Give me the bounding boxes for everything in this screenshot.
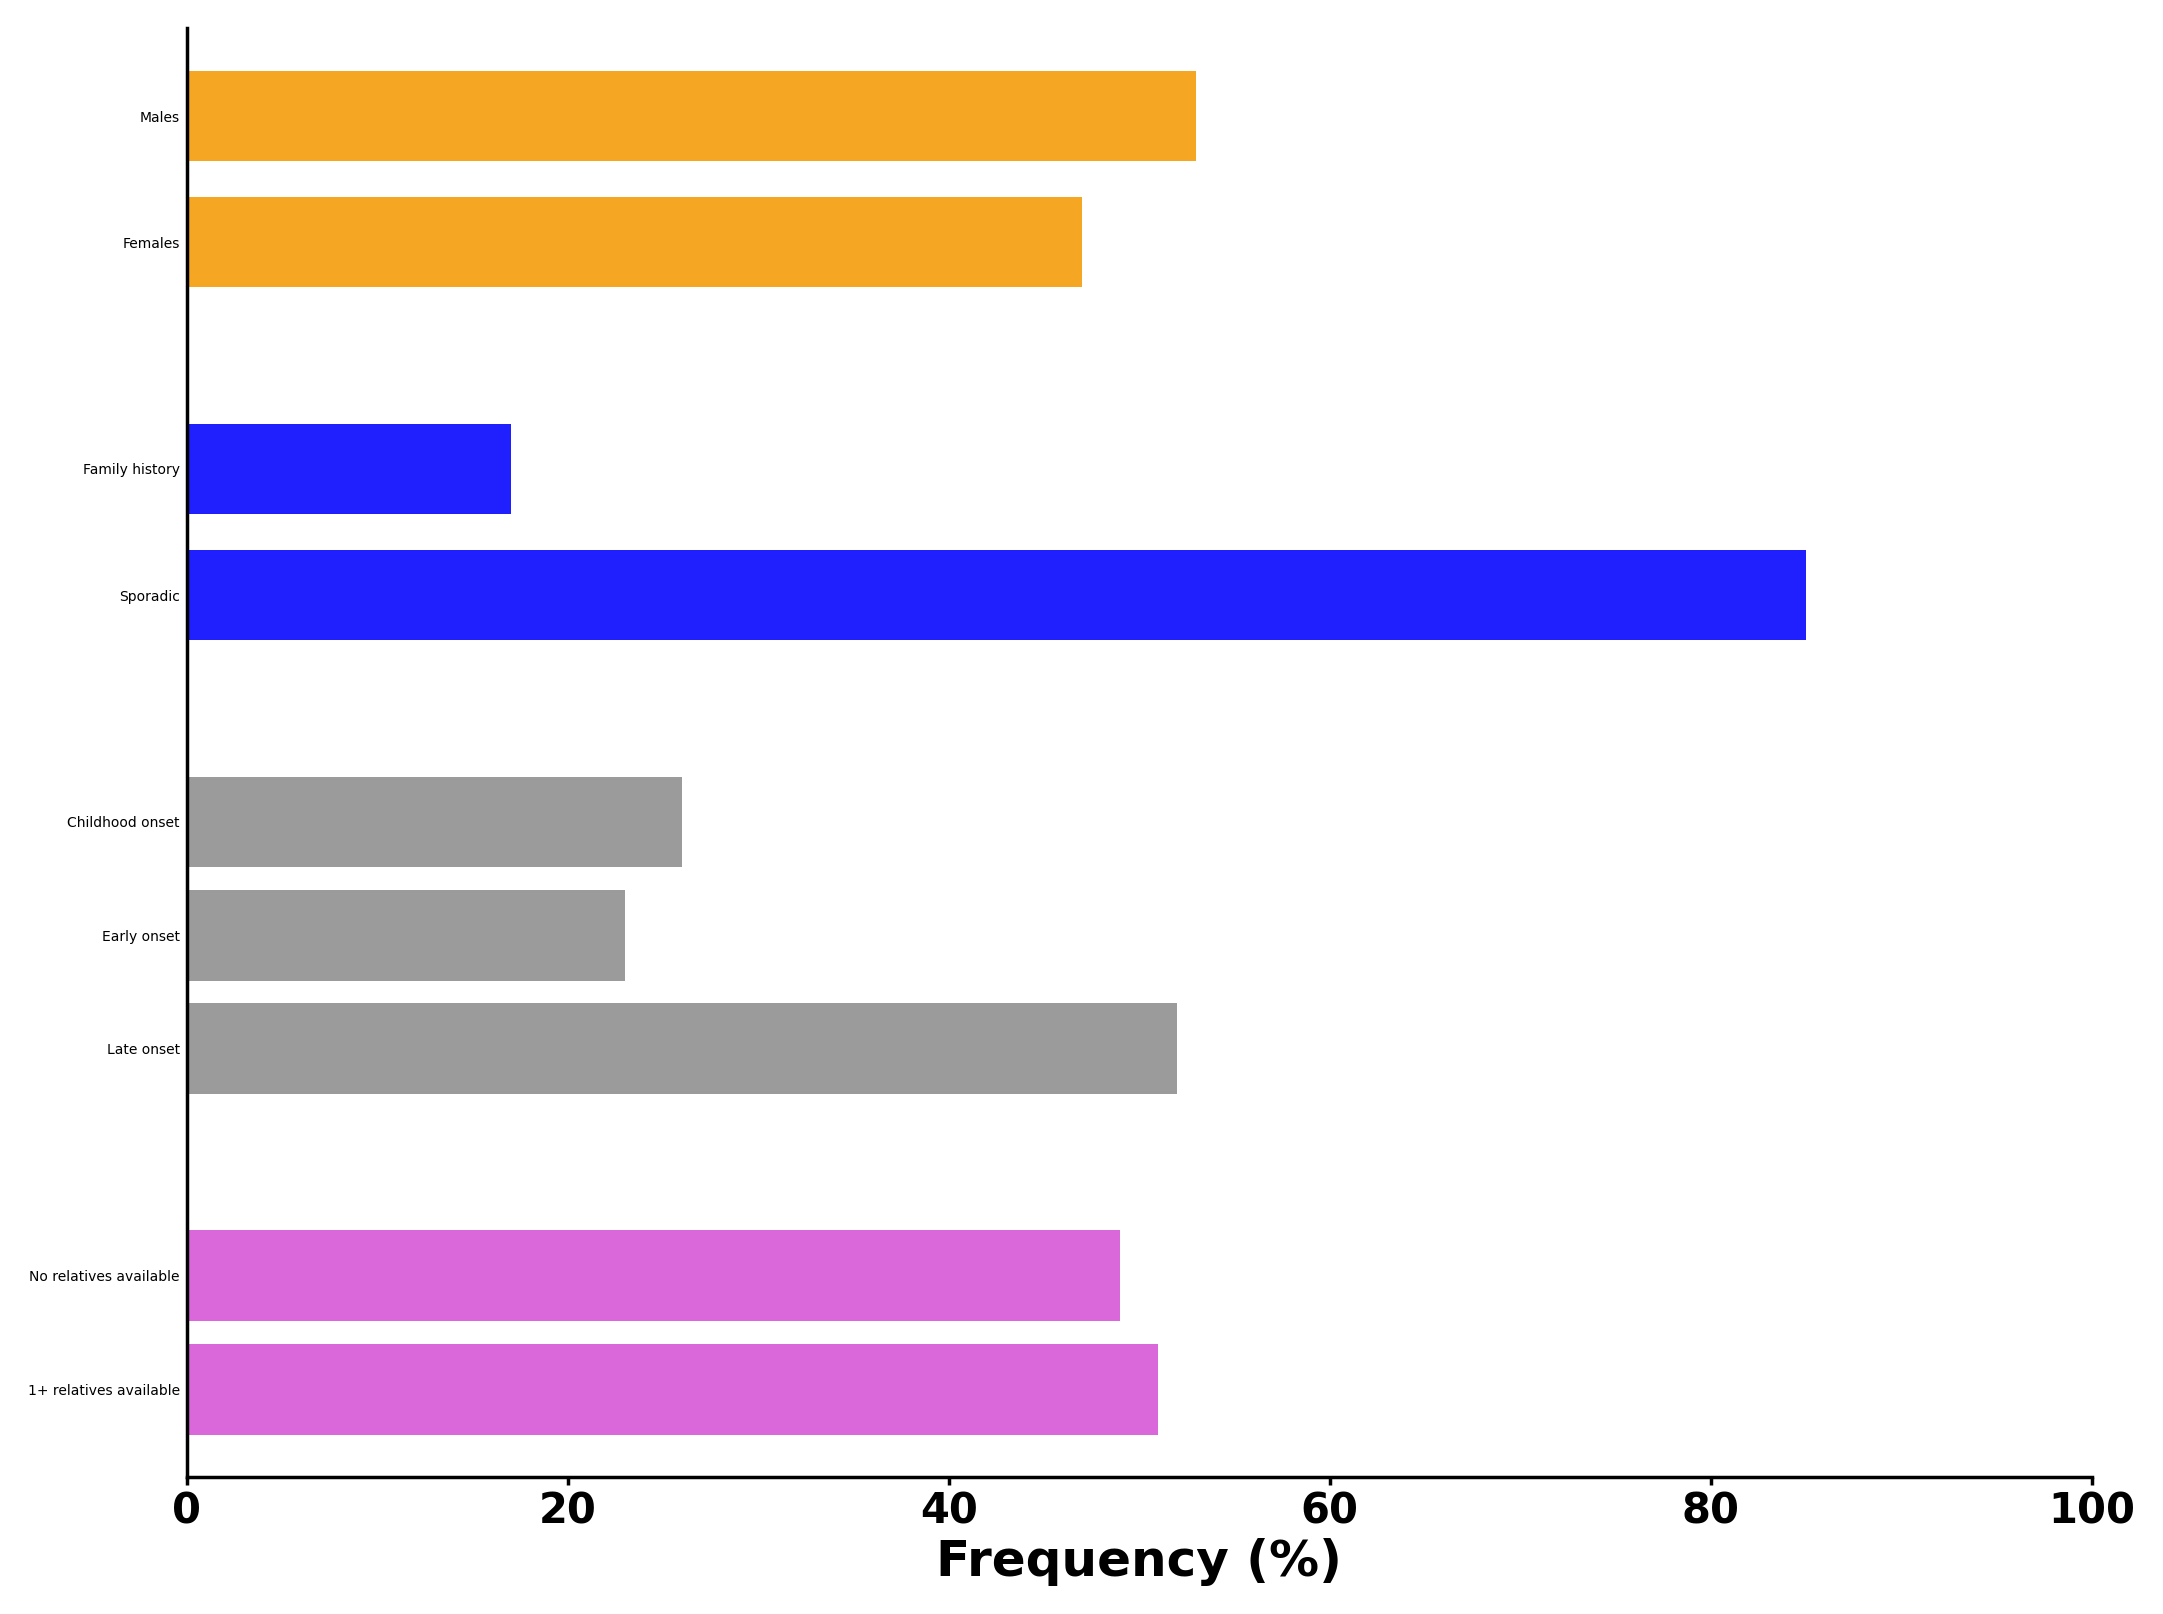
Bar bbox=[186, 889, 625, 981]
Bar bbox=[186, 776, 681, 867]
Bar bbox=[186, 1230, 1120, 1322]
Bar bbox=[186, 71, 1196, 161]
Bar bbox=[186, 423, 510, 515]
Bar bbox=[186, 197, 1082, 287]
Bar bbox=[186, 1344, 1159, 1435]
X-axis label: Frequency (%): Frequency (%) bbox=[937, 1538, 1343, 1587]
Bar bbox=[186, 1004, 1177, 1094]
Bar bbox=[186, 550, 1806, 641]
